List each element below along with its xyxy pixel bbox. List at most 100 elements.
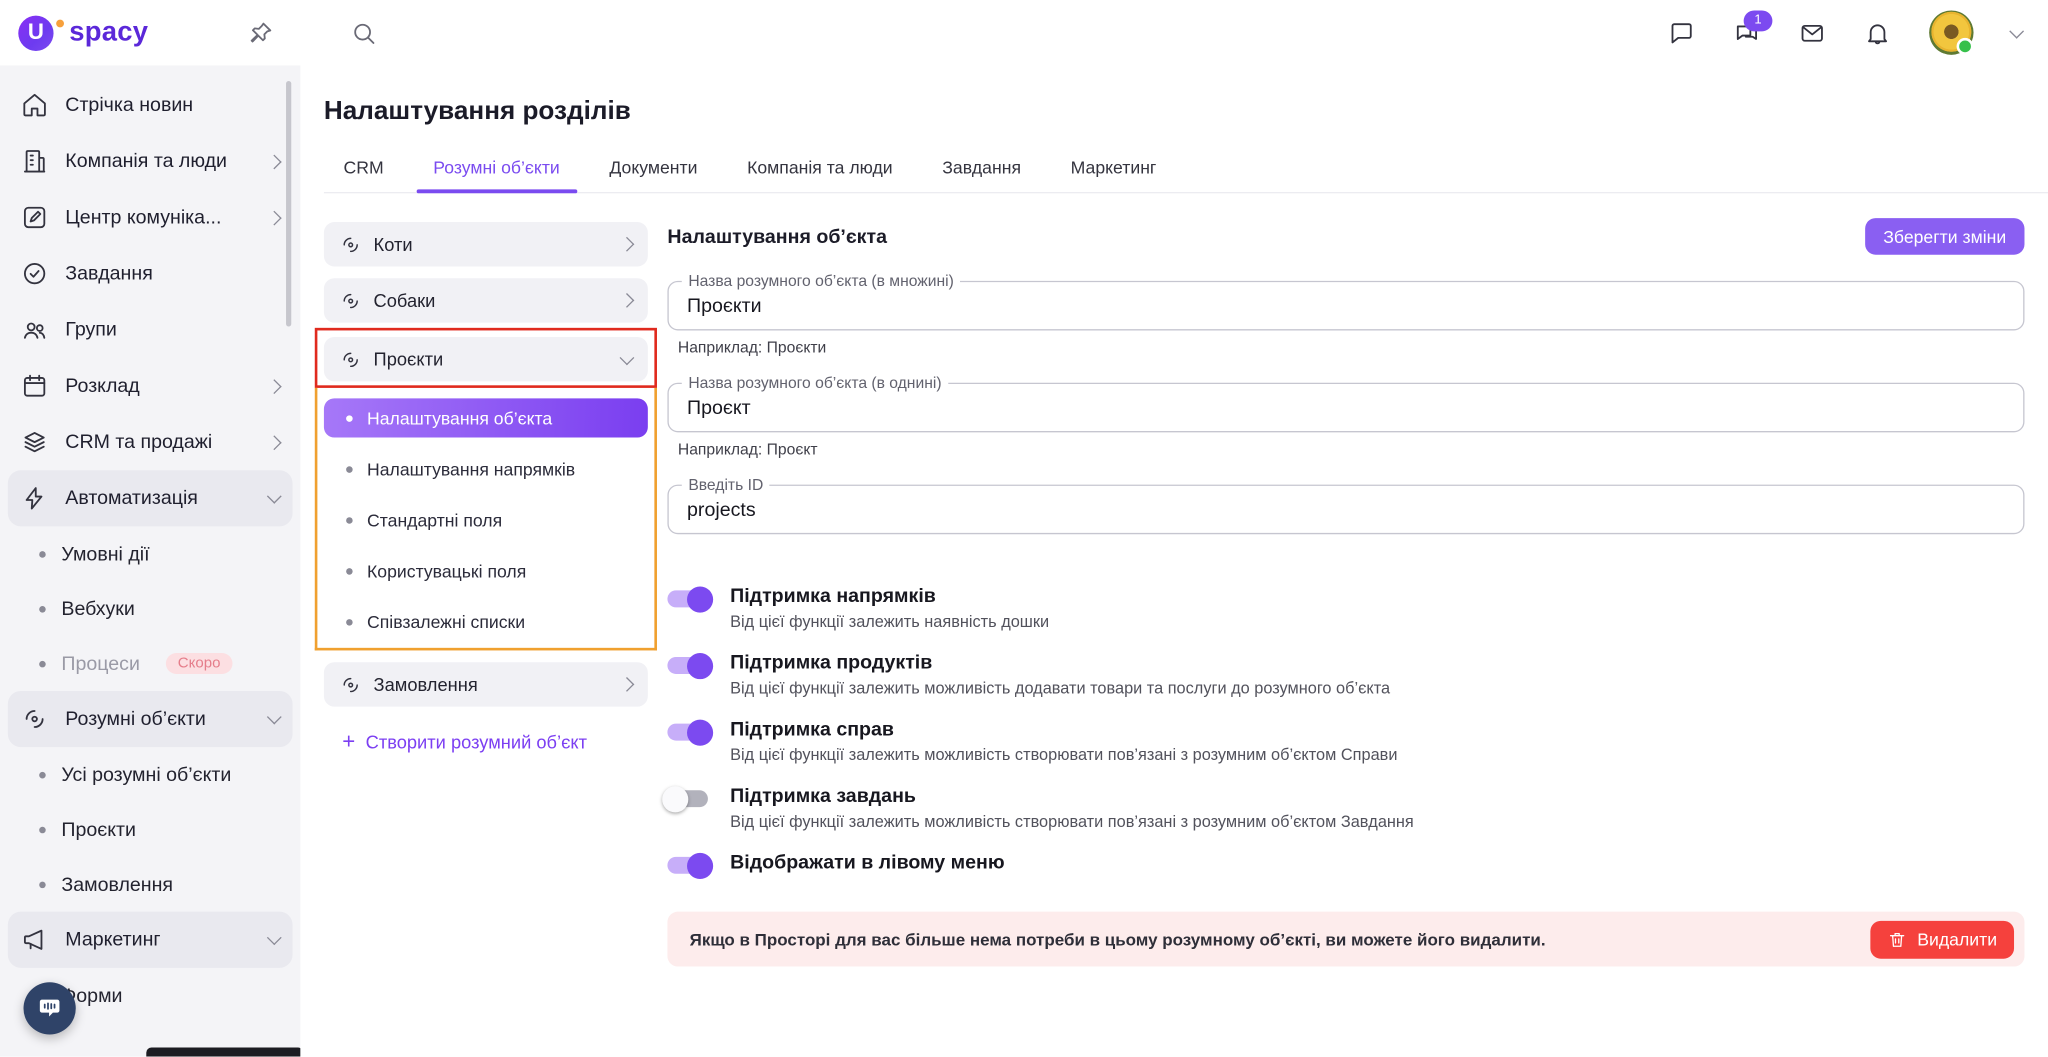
settings-title: Налаштування об’єкта [667, 225, 887, 248]
bullet-icon [346, 414, 353, 422]
topbar-left: U spacy [0, 15, 300, 51]
field-hint: Наприклад: Проєкти [677, 338, 827, 357]
object-settings-section: Налаштування об’єкта Зберегти зміни Назв… [648, 218, 2048, 967]
lightning-icon [25, 487, 43, 510]
activities-support-toggle[interactable] [667, 719, 714, 746]
bullet-icon [346, 618, 353, 625]
topbar: U spacy 1 [0, 0, 2048, 66]
profile-chevron-down-icon[interactable] [2009, 23, 2025, 39]
field-label: Введіть ID [681, 475, 770, 494]
toggle-row-products: Підтримка продуктів Від цієї функції зал… [667, 650, 2024, 697]
projects-subitem-standard-fields[interactable]: Стандартні поля [324, 500, 648, 539]
toggle-label: Відображати в лівому меню [730, 851, 1005, 874]
sidebar-item-tasks[interactable]: Завдання [0, 246, 300, 302]
smart-objects-panel: Коти Собаки Проєкти [314, 222, 657, 966]
chevron-right-icon [266, 153, 282, 169]
building-icon [23, 150, 46, 173]
sidebar-item-company-people[interactable]: Компанія та люди [0, 133, 300, 189]
show-in-left-menu-toggle[interactable] [667, 852, 714, 879]
projects-subitem-custom-fields[interactable]: Користувацькі поля [324, 551, 648, 590]
smart-object-icon [343, 237, 358, 252]
projects-subitem-dependent-lists[interactable]: Співзалежні списки [324, 602, 648, 641]
bullet-icon [346, 567, 353, 575]
sidebar-subitem-conditional-actions[interactable]: Умовні дії [0, 526, 300, 581]
object-item-cats[interactable]: Коти [323, 222, 648, 267]
delete-banner: Якщо в Просторі для вас більше нема потр… [667, 911, 2025, 967]
soon-badge: Скоро [166, 653, 233, 674]
chevron-right-icon [266, 210, 282, 225]
topbar-actions: 1 [1668, 9, 2025, 55]
annotation-red-box: Проєкти [314, 327, 657, 388]
tasks-support-toggle[interactable] [662, 785, 708, 812]
projects-subitem-funnels-settings[interactable]: Налаштування напрямків [324, 449, 648, 488]
sidebar-item-smart-objects[interactable]: Розумні об’єкти [7, 690, 293, 748]
notifications-bell-icon[interactable] [1864, 19, 1891, 46]
tab-tasks[interactable]: Завдання [942, 158, 1021, 178]
annotation-orange-box: Налаштування об’єкта Налаштування напрям… [314, 387, 657, 651]
logo-text: spacy [69, 16, 149, 48]
sidebar-subitem-all-smart-objects[interactable]: Усі розумні об’єкти [0, 747, 300, 802]
object-name-plural-input[interactable] [687, 294, 2005, 317]
field-label: Назва розумного об’єкта (в множині) [681, 271, 961, 290]
logo-dot-icon [56, 19, 64, 28]
cut-off-element [146, 1047, 301, 1057]
object-name-plural-field-wrap: Назва розумного об’єкта (в множині) [667, 271, 2025, 331]
bullet-icon [39, 550, 46, 558]
support-chat-icon[interactable]: 1 [1733, 9, 1773, 46]
field-hint: Наприклад: Проєкт [677, 440, 818, 459]
delete-object-button[interactable]: Видалити [1870, 920, 2015, 959]
toggle-label: Підтримка завдань [730, 784, 916, 808]
projects-subitem-object-settings[interactable]: Налаштування об’єкта [323, 398, 648, 438]
chevron-right-icon [266, 434, 282, 450]
toggle-description: Від цієї функції залежить можливість дод… [730, 679, 1391, 698]
save-changes-button[interactable]: Зберегти зміни [1864, 218, 2025, 255]
mail-icon[interactable] [1799, 19, 1826, 46]
pin-sidebar-icon[interactable] [247, 19, 274, 46]
object-id-field-wrap: Введіть ID [667, 475, 2025, 535]
chat-widget-icon [39, 999, 60, 1017]
messenger-icon[interactable] [1668, 19, 1695, 46]
toggle-row-tasks: Підтримка завдань Від цієї функції залеж… [662, 784, 2024, 831]
object-id-input[interactable] [687, 498, 2005, 521]
sidebar-item-groups[interactable]: Групи [0, 302, 300, 358]
sidebar-item-automation[interactable]: Автоматизація [7, 470, 293, 527]
people-icon [23, 322, 46, 339]
tab-smart-objects[interactable]: Розумні об’єкти [414, 150, 580, 194]
object-name-singular-input[interactable] [687, 396, 2005, 419]
smart-object-icon [343, 351, 358, 367]
chevron-right-icon [266, 378, 282, 394]
products-support-toggle[interactable] [667, 652, 714, 679]
sidebar-item-marketing[interactable]: Маркетинг [7, 911, 293, 968]
search-icon[interactable] [350, 19, 377, 46]
sidebar-item-crm-sales[interactable]: CRM та продажі [0, 414, 300, 470]
sidebar: Стрічка новин Компанія та люди Центр ком… [0, 65, 301, 1057]
field-label: Назва розумного об’єкта (в однині) [681, 373, 949, 392]
object-item-projects[interactable]: Проєкти [323, 336, 648, 382]
uspacy-logo[interactable]: U spacy [18, 15, 149, 51]
create-smart-object-button[interactable]: + Створити розумний об’єкт [342, 728, 587, 754]
sidebar-scrollbar[interactable] [286, 80, 292, 327]
sidebar-item-news-feed[interactable]: Стрічка новин [0, 77, 300, 133]
sidebar-subitem-webhooks[interactable]: Вебхуки [0, 581, 300, 636]
sidebar-subitem-orders[interactable]: Замовлення [0, 857, 300, 912]
bullet-icon [39, 660, 46, 667]
object-item-orders[interactable]: Замовлення [323, 662, 648, 707]
chat-widget-button[interactable] [23, 982, 76, 1035]
tab-company-people[interactable]: Компанія та люди [747, 158, 893, 178]
tab-crm[interactable]: CRM [343, 158, 384, 178]
sidebar-item-schedule[interactable]: Розклад [0, 358, 300, 414]
sidebar-item-communication-center[interactable]: Центр комуніка... [0, 189, 300, 245]
toggles-group: Підтримка напрямків Від цієї функції зал… [662, 584, 2024, 879]
funnels-support-toggle[interactable] [667, 585, 714, 612]
object-item-dogs[interactable]: Собаки [323, 278, 648, 323]
tab-documents[interactable]: Документи [609, 158, 698, 178]
toggle-row-left-menu: Відображати в лівому меню [667, 850, 2024, 879]
user-avatar[interactable] [1929, 10, 1974, 55]
tab-marketing[interactable]: Маркетинг [1070, 158, 1157, 178]
chevron-down-icon [266, 709, 282, 725]
plus-icon: + [342, 728, 356, 754]
bullet-icon [39, 880, 46, 888]
toggle-label: Підтримка справ [730, 718, 894, 741]
sidebar-subitem-projects[interactable]: Проєкти [0, 802, 300, 857]
chevron-right-icon [619, 677, 635, 692]
